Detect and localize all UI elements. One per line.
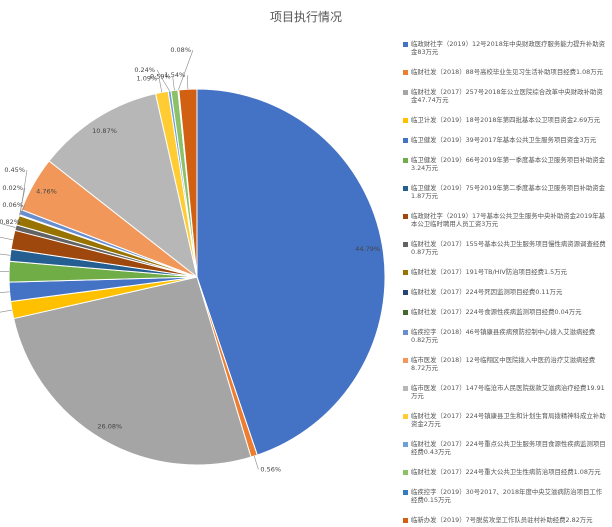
legend-entry: 临市医发（2017）147号临沧市人民医院拨款艾滋病治疗经费19.91万元 — [403, 384, 608, 400]
legend-entry: 临财社发（2017）155号基本公共卫生服务项目慢性病资源调查经费0.87万元 — [403, 240, 608, 256]
legend-entry: 临疾控字（2019）30号2017、2018年度中央艾滋病防治项目工作经费0.1… — [403, 488, 608, 504]
slice-value-label: 1.54% — [165, 71, 186, 79]
legend-swatch — [403, 157, 408, 163]
legend-swatch — [403, 329, 408, 335]
legend-label: 临财社发（2017）257号2018年公立医院综合改革中央财政补助资金47.74… — [411, 88, 603, 104]
label-leader-line — [0, 291, 10, 293]
legend-label: 临卫健发（2019）75号2019年第二季度基本公卫服务项目补助资金1.87万元 — [411, 184, 606, 200]
legend-entry: 临政财社字（2019）17号基本公共卫生服务中央补助资金2019年基本公卫临时聘… — [403, 212, 608, 228]
legend-swatch — [403, 469, 408, 475]
legend-label: 临新办发（2019）7号脱贫攻坚工作队员驻村补助经费2.82万元 — [411, 516, 593, 524]
label-leader-line — [253, 456, 259, 470]
legend-label: 临政财社字（2019）12号2018年中央财政医疗服务能力提升补助资金83万元 — [411, 40, 606, 56]
legend-swatch — [403, 517, 408, 523]
legend-label: 临财社发（2017）224号重点公共卫生服务项目食源性疾病监测项目经费0.43万… — [411, 440, 606, 456]
legend-label: 临市医发（2018）12号临翔区中医院拨入中医药治疗艾滋病经费8.72万元 — [411, 356, 596, 372]
legend-label: 临财社发（2017）224号食源性疾病监测项目经费0.04万元 — [411, 308, 582, 316]
label-leader-line — [158, 78, 163, 93]
pie-slice — [13, 276, 252, 466]
legend-swatch — [403, 269, 408, 275]
legend-label: 临财社发（2017）155号基本公共卫生服务项目慢性病资源调查经费0.87万元 — [411, 240, 606, 256]
legend-swatch — [403, 185, 408, 191]
legend-label: 临卫健发（2019）39号2017年基本公共卫生服务项目资金3万元 — [411, 136, 597, 144]
legend-swatch — [403, 413, 408, 419]
legend-swatch — [403, 441, 408, 447]
legend-label: 临政财社字（2019）17号基本公共卫生服务中央补助资金2019年基本公卫临时聘… — [411, 212, 606, 228]
legend-entry: 临财社发（2017）257号2018年公立医院综合改革中央财政补助资金47.74… — [403, 88, 608, 104]
legend-label: 临财社发（2018）88号高校毕业生见习生活补助项目经费1.08万元 — [411, 68, 603, 76]
label-leader-line — [2, 223, 16, 228]
legend-entry: 临财社发（2017）191号TB/HIV防治项目经费1.5万元 — [403, 268, 608, 276]
legend-entry: 临政财社字（2019）12号2018年中央财政医疗服务能力提升补助资金83万元 — [403, 40, 608, 56]
slice-value-label: 26.08% — [97, 422, 122, 430]
legend-swatch — [403, 241, 408, 247]
label-leader-line — [0, 309, 12, 313]
slice-value-label: 0.08% — [170, 46, 191, 54]
pie-chart: 44.79%0.56%26.08%1.47%1.64%1.77%1.02%1.6… — [0, 46, 386, 473]
label-leader-line — [156, 69, 170, 92]
legend-entry: 临财社发（2018）88号高校毕业生见习生活补助项目经费1.08万元 — [403, 68, 608, 76]
label-leader-line — [0, 253, 11, 256]
legend-label: 临财社发（2017）224号重大公共卫生性病防治项目经费1.08万元 — [411, 468, 601, 476]
label-leader-line — [172, 76, 175, 91]
legend-swatch — [403, 385, 408, 391]
pie-slice — [48, 93, 198, 279]
slice-value-label: 0.59% — [150, 73, 171, 81]
label-leader-line — [186, 75, 189, 90]
slice-value-label: 0.02% — [2, 184, 23, 192]
legend-label: 临财社发（2017）224号死因监测项目经费0.11万元 — [411, 288, 563, 296]
legend-label: 临疾控字（2018）46号镇康县疾病预防控制中心拨入艾滋病经费0.82万元 — [411, 328, 596, 344]
label-leader-line — [0, 236, 13, 241]
legend-label: 临财社发（2017）224号镇康县卫生和计划生育局拨精神科成立补助资金2万元 — [411, 412, 606, 428]
legend-swatch — [403, 357, 408, 363]
legend-swatch — [403, 213, 408, 219]
legend-swatch — [403, 289, 408, 295]
legend-entry: 临财社发（2017）224号镇康县卫生和计划生育局拨精神科成立补助资金2万元 — [403, 412, 608, 428]
slice-value-label: 0.24% — [134, 66, 155, 74]
legend-entry: 临卫健发（2019）39号2017年基本公共卫生服务项目资金3万元 — [403, 136, 608, 144]
pie-slice — [196, 88, 386, 456]
legend-label: 临财社发（2017）191号TB/HIV防治项目经费1.5万元 — [411, 268, 567, 276]
legend-swatch — [403, 117, 408, 123]
slice-value-label: 4.76% — [36, 188, 57, 196]
legend-entry: 临卫计发（2019）18号2018年第四批基本公卫项目资金2.69万元 — [403, 116, 608, 124]
label-leader-line — [20, 169, 28, 213]
legend-entry: 临卫健发（2019）66号2019年第一季度基本公卫服务项目补助资金3.24万元 — [403, 156, 608, 172]
legend-entry: 临疾控字（2018）46号镇康县疾病预防控制中心拨入艾滋病经费0.82万元 — [403, 328, 608, 344]
pie-slice — [178, 88, 198, 278]
legend-entry: 临新办发（2019）7号脱贫攻坚工作队员驻村补助经费2.82万元 — [403, 516, 608, 524]
chart-title: 项目执行情况 — [269, 10, 342, 24]
slice-value-label: 0.56% — [260, 465, 281, 473]
legend-swatch — [403, 489, 408, 495]
legend-swatch — [403, 69, 408, 75]
slice-value-label: 0.45% — [4, 166, 25, 174]
legend-swatch — [403, 137, 408, 143]
legend-entry: 临财社发（2017）224号死因监测项目经费0.11万元 — [403, 288, 608, 296]
slice-value-label: 44.79% — [355, 245, 380, 253]
legend-label: 临市医发（2017）147号临沧市人民医院拨款艾滋病治疗经费19.91万元 — [411, 384, 605, 400]
slice-value-label: 10.87% — [92, 127, 117, 135]
legend-entry: 临财社发（2017）224号食源性疾病监测项目经费0.04万元 — [403, 308, 608, 316]
legend-label: 临疾控字（2019）30号2017、2018年度中央艾滋病防治项目工作经费0.1… — [411, 488, 603, 504]
legend-swatch — [403, 309, 408, 315]
legend-swatch — [403, 89, 408, 95]
label-leader-line — [17, 219, 23, 223]
legend-entry: 临财社发（2017）224号重点公共卫生服务项目食源性疾病监测项目经费0.43万… — [403, 440, 608, 456]
legend-label: 临卫健发（2019）66号2019年第一季度基本公卫服务项目补助资金3.24万元 — [411, 156, 606, 172]
slice-value-label: 0.82% — [0, 218, 20, 226]
label-leader-line — [178, 49, 194, 91]
slice-value-label: 0.06% — [2, 201, 23, 209]
chart-legend: 临政财社字（2019）12号2018年中央财政医疗服务能力提升补助资金83万元临… — [403, 40, 608, 524]
label-leader-line — [19, 204, 26, 216]
legend-entry: 临卫健发（2019）75号2019年第二季度基本公卫服务项目补助资金1.87万元 — [403, 184, 608, 200]
slice-value-label: 1.09% — [137, 75, 158, 83]
legend-entry: 临市医发（2018）12号临翔区中医院拨入中医药治疗艾滋病经费8.72万元 — [403, 356, 608, 372]
legend-label: 临卫计发（2019）18号2018年第四批基本公卫项目资金2.69万元 — [411, 116, 601, 124]
legend-entry: 临财社发（2017）224号重大公共卫生性病防治项目经费1.08万元 — [403, 468, 608, 476]
legend-swatch — [403, 41, 408, 47]
